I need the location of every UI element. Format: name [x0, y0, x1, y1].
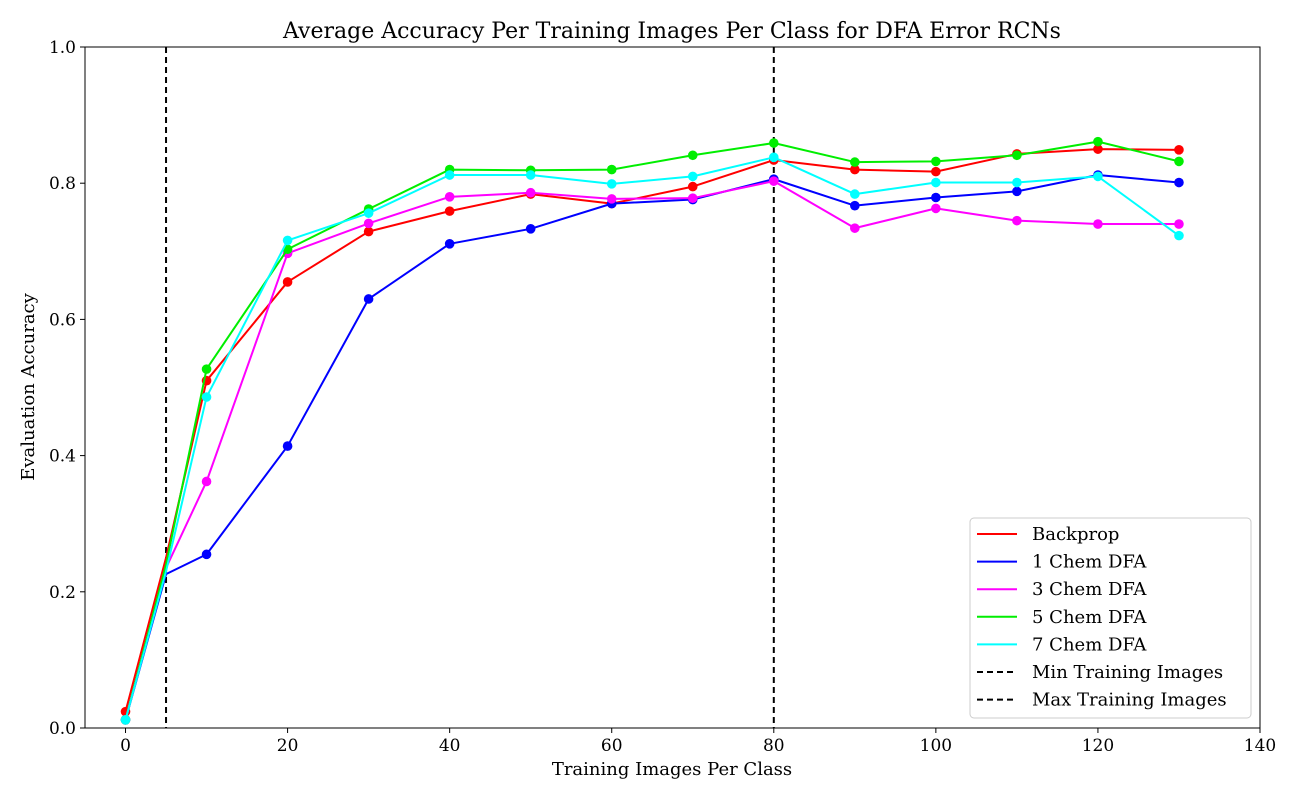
legend-box [969, 517, 1252, 719]
x-tick-label-0: 0 [120, 736, 131, 756]
series-point-3-13 [1093, 136, 1103, 147]
series-point-1-6 [525, 224, 536, 234]
series-point-3-2 [201, 364, 212, 374]
series-point-4-7 [606, 179, 617, 189]
series-point-4-10 [850, 189, 860, 199]
series-point-1-10 [850, 200, 860, 211]
y-axis-label: Evaluation Accuracy [18, 292, 39, 480]
axes: 0 20 40 60 80 100 120 140 0.0 0.2 0.4 0.6 0.8 1.0 [49, 38, 1276, 756]
series-point-4-11 [931, 177, 941, 188]
x-tick-label-2: 40 [439, 736, 461, 756]
legend-label-3: 5 Chem DFA [1032, 607, 1147, 628]
legend-label-0: Backprop [1032, 524, 1119, 545]
y-tick-label-3: 0.6 [49, 310, 76, 330]
series-point-2-9 [768, 176, 779, 186]
series-point-4-12 [1012, 177, 1022, 188]
series-point-1-14 [1174, 177, 1184, 188]
series-point-3-9 [768, 138, 779, 148]
legend-label-5: Min Training Images [1032, 662, 1223, 683]
series-point-2-5 [444, 192, 455, 202]
series-point-4-4 [363, 208, 374, 218]
series-point-0-3 [282, 277, 293, 287]
legend-label-6: Max Training Images [1032, 690, 1227, 711]
series-point-1-12 [1012, 186, 1022, 197]
x-tick-label-5: 100 [920, 736, 952, 756]
series-point-2-6 [525, 187, 536, 198]
series-point-4-5 [444, 170, 455, 180]
x-tick-label-3: 60 [601, 736, 623, 756]
series-point-3-10 [850, 157, 860, 167]
plot-area [120, 47, 1184, 728]
y-tick-label-4: 0.8 [49, 174, 76, 194]
y-tick-label-2: 0.4 [49, 447, 76, 467]
x-tick-label-1: 20 [277, 736, 299, 756]
series-point-2-13 [1093, 219, 1103, 229]
series-point-0-14 [1174, 145, 1184, 155]
series-point-2-12 [1012, 215, 1022, 226]
series-point-2-4 [363, 218, 374, 229]
series-point-1-3 [282, 441, 293, 451]
series-point-2-11 [931, 203, 941, 214]
series-point-4-6 [525, 170, 536, 180]
x-tick-label-7: 140 [1244, 736, 1276, 756]
x-tick-label-6: 120 [1082, 736, 1114, 756]
series-point-3-14 [1174, 156, 1184, 167]
y-tick-label-5: 1.0 [49, 38, 76, 58]
series-point-1-2 [201, 549, 212, 560]
series-point-2-10 [850, 223, 860, 233]
legend-label-1: 1 Chem DFA [1032, 552, 1147, 573]
series-point-4-9 [768, 152, 779, 163]
series-point-1-11 [931, 192, 941, 203]
series-point-0-10 [850, 164, 860, 175]
series-point-3-12 [1012, 150, 1022, 161]
legend: Backprop 1 Chem DFA 3 Chem DFA 5 Chem DFA 7 … [969, 517, 1252, 719]
series-point-3-11 [931, 156, 941, 167]
series-point-4-13 [1093, 171, 1103, 182]
series-point-2-7 [606, 194, 617, 204]
legend-label-2: 3 Chem DFA [1032, 579, 1147, 600]
series-point-4-14 [1174, 230, 1184, 241]
series-point-2-8 [687, 193, 698, 203]
series-point-3-7 [606, 164, 617, 175]
series-point-0-4 [363, 226, 374, 237]
series-point-4-3 [282, 235, 293, 246]
x-tick-label-4: 80 [763, 736, 785, 756]
series-point-2-2 [201, 476, 212, 487]
series-point-2-14 [1174, 219, 1184, 229]
series-point-4-8 [687, 171, 698, 182]
series-point-3-8 [687, 150, 698, 161]
series-point-4-0 [120, 715, 131, 725]
series-point-0-13 [1093, 144, 1103, 154]
y-tick-label-0: 0.0 [49, 719, 76, 739]
series-point-0-5 [444, 206, 455, 216]
series-point-1-4 [363, 294, 374, 304]
series-point-1-5 [444, 239, 455, 249]
series-point-0-11 [931, 166, 941, 177]
legend-label-4: 7 Chem DFA [1032, 634, 1147, 655]
x-axis-label: Training Images Per Class [552, 759, 792, 780]
chart-title: Average Accuracy Per Training Images Per… [282, 19, 1061, 44]
y-tick-label-1: 0.2 [49, 583, 76, 603]
series-point-0-8 [687, 181, 698, 192]
series-point-4-2 [201, 392, 212, 402]
plot-frame [84, 46, 1261, 729]
